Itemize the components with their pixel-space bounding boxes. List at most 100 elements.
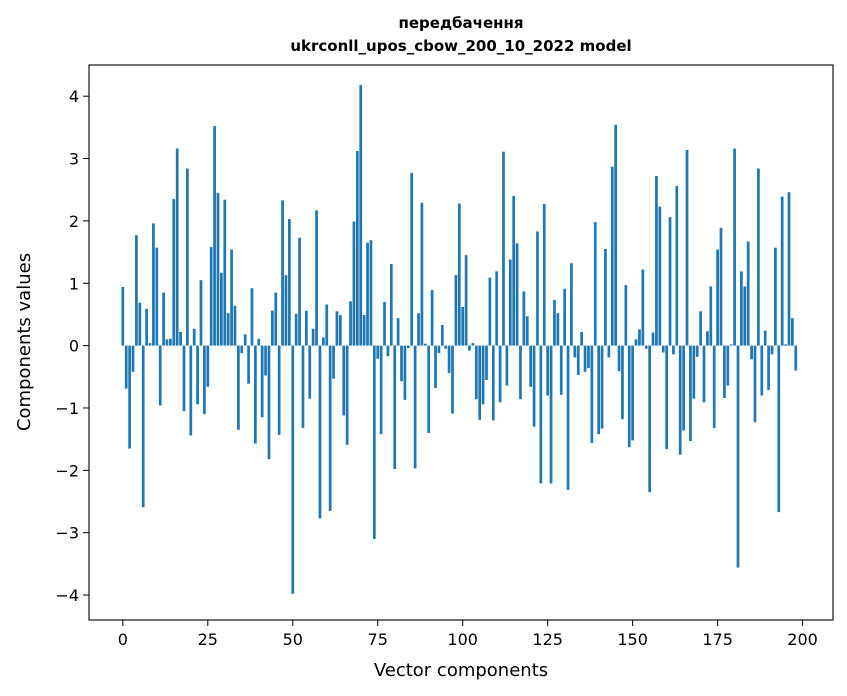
bar-46 [277,345,281,435]
bar-94 [440,325,444,346]
bar-160 [665,345,668,450]
bar-130 [563,288,567,346]
bar-175 [716,249,719,346]
chart-title: передбачення ukrconll_upos_cbow_200_10_2… [290,14,631,55]
bar-140 [597,345,601,435]
bar-166 [685,149,689,346]
bar-61 [328,345,332,511]
bar-67 [349,301,352,346]
bar-52 [298,237,301,346]
bar-73 [369,240,373,346]
bar-111 [498,345,502,403]
bar-71 [362,315,366,346]
bar-179 [729,344,733,346]
bar-6 [141,345,145,508]
bar-21 [192,328,196,346]
bar-9 [152,223,155,346]
bar-63 [335,311,339,346]
bar-29 [220,272,223,346]
bar-93 [437,345,441,354]
bar-0 [121,287,125,346]
bar-49 [288,219,291,346]
bar-165 [682,345,685,431]
bar-20 [189,345,193,436]
bar-173 [709,286,713,346]
y-tick-label-0: −4 [55,586,79,605]
bar-43 [267,345,271,460]
bar-91 [430,290,434,346]
bar-159 [661,345,665,353]
bar-138 [590,345,594,443]
bar-53 [301,345,305,428]
bar-161 [668,217,672,346]
bar-86 [413,345,417,469]
bar-109 [491,345,495,421]
x-tick-label-2: 50 [283,630,303,649]
bar-195 [784,344,787,346]
bar-13 [165,339,169,346]
bar-89 [423,343,427,346]
bar-194 [780,196,784,346]
bar-16 [175,148,179,346]
bar-35 [240,345,244,354]
bar-151 [634,339,638,346]
bar-99 [457,203,461,346]
bar-170 [699,311,702,346]
y-tick-label-1: −3 [55,524,79,543]
bar-137 [587,345,590,369]
x-axis-label: Vector components [374,660,548,681]
bar-100 [461,306,465,346]
bar-186 [753,345,757,423]
bar-81 [396,318,400,346]
bar-70 [359,84,363,346]
bar-76 [379,345,383,435]
bar-149 [627,345,631,448]
bar-129 [559,345,563,395]
chart-title-line2: ukrconll_upos_cbow_200_10_2022 model [290,37,631,55]
bar-72 [366,242,369,346]
plot-frame [88,64,834,621]
bar-1 [124,345,128,389]
bar-55 [308,345,312,399]
bar-126 [549,345,553,484]
bar-169 [695,345,699,357]
bar-178 [726,345,730,386]
bar-191 [770,345,774,355]
bar-24 [203,345,206,415]
bar-127 [553,300,556,346]
bar-104 [474,345,478,400]
bar-65 [342,345,346,416]
y-axis-ticks: −4 −3 −2 −1 0 1 2 3 4 [55,87,89,605]
bar-133 [573,345,577,358]
y-tick-label-8: 4 [69,87,79,106]
bar-28 [216,192,220,346]
bar-92 [434,345,437,389]
bar-121 [532,345,536,427]
bar-142 [604,248,607,346]
x-axis-ticks: 0 25 50 75 100 125 150 175 200 [118,620,818,649]
bar-62 [332,345,335,379]
bar-4 [135,235,138,346]
bar-154 [644,345,648,349]
bar-32 [230,249,233,346]
bar-136 [583,345,587,372]
bar-78 [386,345,390,357]
bar-14 [169,338,172,346]
x-tick-label-5: 125 [532,630,563,649]
bar-2 [128,345,131,449]
bar-75 [376,345,380,359]
bar-134 [576,345,580,375]
bar-60 [325,304,329,346]
y-tick-label-2: −2 [55,461,79,480]
bar-144 [610,166,614,346]
bar-23 [199,280,203,346]
bar-112 [502,151,505,346]
bar-167 [689,345,692,442]
bar-5 [138,302,142,346]
bar-33 [233,305,237,346]
bar-115 [512,195,516,346]
bar-153 [641,269,645,346]
bar-42 [264,345,267,376]
y-axis-label: Components values [14,253,35,431]
bar-148 [624,285,628,346]
